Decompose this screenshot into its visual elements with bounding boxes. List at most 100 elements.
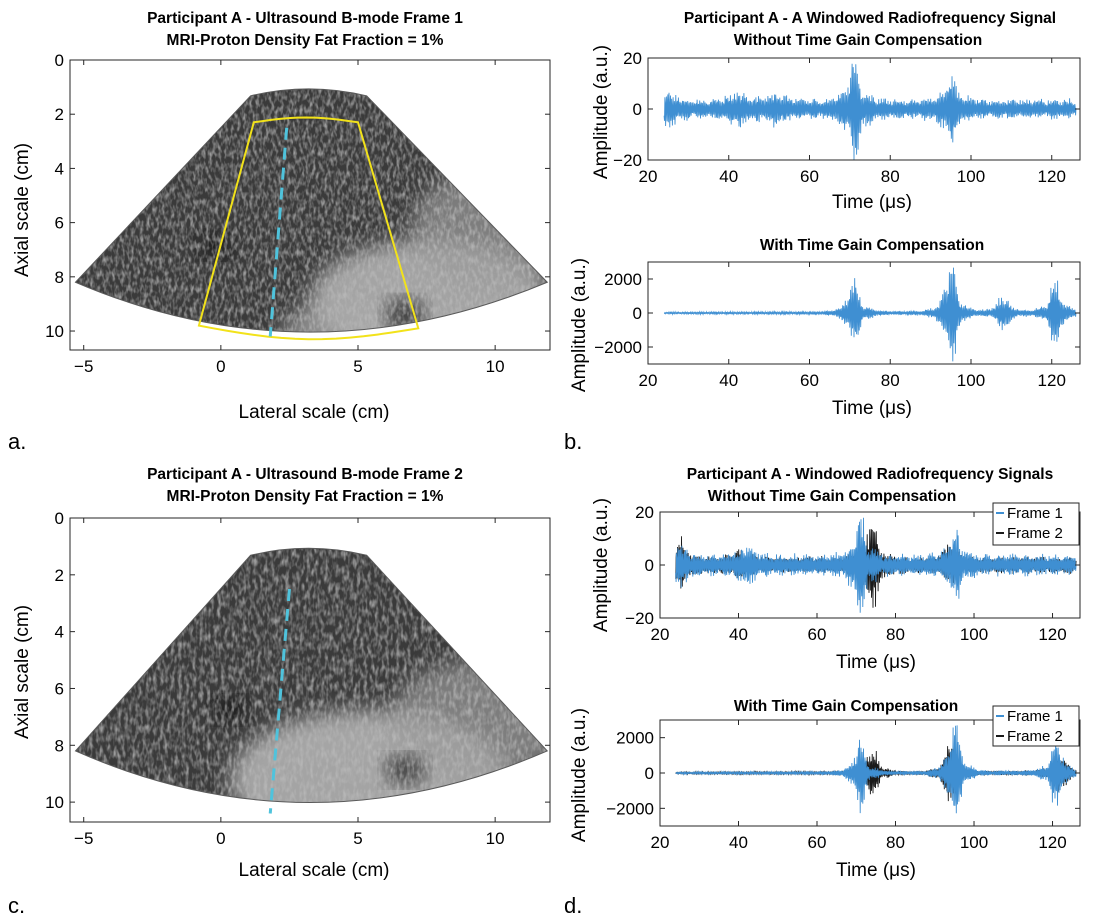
y-tick-label: −20	[613, 151, 642, 170]
y-tick-label: 0	[633, 304, 642, 323]
x-tick-label: 80	[886, 833, 905, 852]
panel-d-top-axes: 20 40 60 80 100 120 20 0 −20	[625, 503, 1080, 644]
x-tick-label: 80	[881, 371, 900, 390]
panel-c-ylabel: Axial scale (cm)	[12, 605, 33, 739]
x-tick-label: 0	[216, 829, 225, 848]
x-tick-label: 120	[1038, 625, 1066, 644]
y-tick-label: 0	[55, 509, 64, 528]
panel-a-axes: −5 0 5 10 0 2 4 6 8 10	[45, 51, 550, 376]
panel-b-top-title: Participant A - A Windowed Radiofrequenc…	[684, 10, 1056, 27]
panel-d-top-xlabel: Time (μs)	[836, 652, 916, 673]
plot-c-frame	[69, 517, 551, 823]
x-tick-label: 40	[719, 371, 738, 390]
y-tick-label: 10	[45, 322, 64, 341]
legend-label-frame-1: Frame 1	[1007, 505, 1063, 522]
y-tick-label: 0	[633, 100, 642, 119]
panel-label-a: a.	[8, 429, 26, 454]
series-line	[663, 63, 1077, 160]
x-tick-label: 120	[1038, 833, 1066, 852]
y-tick-label: −2000	[594, 338, 642, 357]
panel-a-title: Participant A - Ultrasound B-mode Frame …	[147, 10, 463, 27]
panel-b-bottom-rf-signal: With Time Gain Compensation 20 40 60 80 100 1…	[569, 237, 1081, 419]
panel-b-top-ylabel: Amplitude (a.u.)	[591, 45, 612, 179]
x-tick-label: −5	[74, 829, 93, 848]
y-tick-label: 6	[55, 679, 64, 698]
x-tick-label: 40	[719, 167, 738, 186]
panel-b-top-xlabel: Time (μs)	[832, 192, 912, 213]
y-tick-label: 4	[55, 159, 64, 178]
x-tick-label: 10	[486, 357, 505, 376]
x-tick-label: 60	[800, 371, 819, 390]
panel-d-top-ylabel: Amplitude (a.u.)	[591, 498, 612, 632]
panel-d-bottom-rf-signals: With Time Gain Compensation 20 40 60 80 100 1…	[569, 698, 1081, 881]
panel-d-top-subtitle: Without Time Gain Compensation	[708, 488, 956, 505]
panel-label-b: b.	[564, 429, 582, 454]
rf-signal-series	[675, 725, 1077, 814]
x-tick-label: 80	[881, 167, 900, 186]
panel-c-subtitle: MRI-Proton Density Fat Fraction = 1%	[167, 488, 444, 505]
y-tick-label: 20	[635, 503, 654, 522]
x-tick-label: 80	[886, 625, 905, 644]
legend: Frame 1 Frame 2	[992, 502, 1080, 546]
y-tick-label: 2000	[604, 270, 642, 289]
y-tick-label: 6	[55, 214, 64, 233]
panel-c-xlabel: Lateral scale (cm)	[239, 860, 390, 881]
y-tick-label: −20	[625, 609, 654, 628]
x-tick-label: 120	[1038, 371, 1066, 390]
y-tick-label: 2	[55, 566, 64, 585]
x-tick-label: 20	[639, 371, 658, 390]
x-tick-label: 5	[353, 357, 362, 376]
series-line	[663, 267, 1077, 362]
scanline-dashed	[268, 127, 289, 337]
legend: Frame 1 Frame 2	[992, 705, 1080, 747]
y-tick-label: 0	[645, 764, 654, 783]
panel-b-bottom-title: With Time Gain Compensation	[760, 237, 984, 254]
roi-polygon	[197, 116, 420, 341]
panel-b-top-subtitle: Without Time Gain Compensation	[734, 32, 982, 49]
y-tick-label: 8	[55, 268, 64, 287]
x-tick-label: 100	[957, 371, 985, 390]
panel-a-xlabel: Lateral scale (cm)	[239, 402, 390, 423]
rf-signal-series	[663, 63, 1077, 160]
legend-label-frame-2: Frame 2	[1007, 525, 1063, 542]
panel-label-c: c.	[8, 893, 25, 918]
y-tick-label: 8	[55, 736, 64, 755]
panel-d-bottom-xlabel: Time (μs)	[836, 860, 916, 881]
y-tick-label: 2	[55, 105, 64, 124]
panel-b-bottom-xlabel: Time (μs)	[832, 398, 912, 419]
x-tick-label: 100	[960, 833, 988, 852]
x-tick-label: 5	[353, 829, 362, 848]
x-tick-label: 20	[651, 625, 670, 644]
panel-a-bmode: Participant A - Ultrasound B-mode Frame …	[12, 10, 551, 423]
plot-a-frame	[69, 59, 551, 351]
panel-d-bottom-ylabel: Amplitude (a.u.)	[569, 708, 590, 842]
x-tick-label: 40	[729, 833, 748, 852]
y-tick-label: 20	[623, 49, 642, 68]
panel-b-top-axes: 20 40 60 80 100 120 20 0 −20	[613, 49, 1080, 186]
series-line-frame-1	[675, 725, 1077, 814]
x-tick-label: 100	[957, 167, 985, 186]
y-tick-label: 4	[55, 623, 64, 642]
bmode-image-frame-2	[75, 548, 548, 803]
y-tick-label: −2000	[606, 799, 654, 818]
legend-label-frame-1: Frame 1	[1007, 708, 1063, 725]
panel-b-bottom-ylabel: Amplitude (a.u.)	[569, 258, 590, 392]
x-tick-label: 40	[729, 625, 748, 644]
x-tick-label: 60	[800, 167, 819, 186]
panel-a-subtitle: MRI-Proton Density Fat Fraction = 1%	[167, 32, 444, 49]
rf-signal-series	[675, 517, 1077, 613]
x-tick-label: 120	[1038, 167, 1066, 186]
bmode-image-frame-1	[75, 88, 548, 333]
x-tick-label: 10	[486, 829, 505, 848]
panel-c-axes: −5 0 5 10 0 2 4 6 8 10	[45, 509, 550, 848]
x-tick-label: 20	[639, 167, 658, 186]
panel-b-bottom-axes: 20 40 60 80 100 120 2000 0 −2000	[594, 262, 1080, 390]
rf-signal-series	[663, 267, 1077, 362]
panel-d-bottom-axes: 20 40 60 80 100 120 2000 0 −2000	[606, 720, 1080, 852]
legend-label-frame-2: Frame 2	[1007, 728, 1063, 745]
y-tick-label: 0	[645, 556, 654, 575]
x-tick-label: 20	[651, 833, 670, 852]
y-tick-label: 2000	[616, 729, 654, 748]
panel-d-bottom-title: With Time Gain Compensation	[734, 698, 958, 715]
